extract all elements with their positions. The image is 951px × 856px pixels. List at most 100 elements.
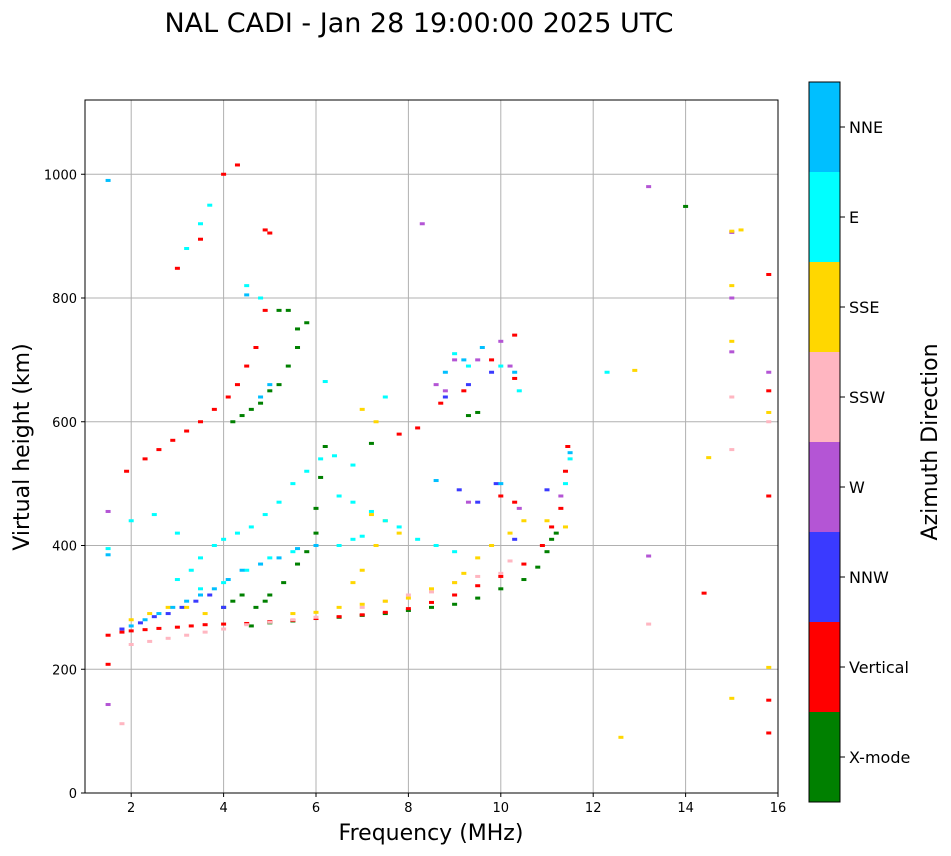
data-point xyxy=(290,612,296,616)
data-point xyxy=(646,622,652,626)
data-point xyxy=(498,339,504,343)
y-tick-label: 200 xyxy=(52,663,77,678)
data-point xyxy=(766,389,772,393)
x-tick-label: 14 xyxy=(677,801,694,816)
data-point xyxy=(405,608,411,612)
data-point xyxy=(119,630,125,634)
data-point xyxy=(295,327,301,331)
data-point xyxy=(567,457,573,461)
series-x-mode xyxy=(221,204,689,628)
data-point xyxy=(336,544,342,547)
data-point xyxy=(452,550,458,554)
colorbar-tick-label: W xyxy=(849,478,865,497)
data-point xyxy=(211,407,217,411)
data-point xyxy=(225,395,231,399)
data-point xyxy=(498,494,504,498)
data-point xyxy=(137,621,143,625)
data-point xyxy=(105,509,111,513)
data-point xyxy=(729,448,735,452)
data-point xyxy=(567,451,573,455)
data-point xyxy=(521,562,527,566)
data-point xyxy=(267,620,273,624)
data-point xyxy=(429,605,434,609)
data-point xyxy=(248,624,254,628)
data-point xyxy=(174,531,180,535)
data-point xyxy=(119,627,125,631)
data-point xyxy=(452,358,458,362)
data-point xyxy=(239,593,245,597)
data-point xyxy=(461,358,467,362)
data-point xyxy=(516,506,522,510)
data-point xyxy=(128,624,134,628)
data-point xyxy=(142,618,148,622)
data-point xyxy=(475,556,481,560)
data-point xyxy=(419,222,425,226)
data-point xyxy=(368,509,374,513)
data-point xyxy=(262,513,268,517)
data-point xyxy=(507,559,513,563)
data-point xyxy=(350,500,356,504)
data-point xyxy=(498,571,504,575)
data-point xyxy=(433,479,439,483)
data-point xyxy=(119,722,125,726)
data-point xyxy=(512,370,518,374)
data-point xyxy=(350,463,356,467)
data-point xyxy=(544,519,550,523)
data-point xyxy=(359,407,365,411)
x-tick-label: 10 xyxy=(493,801,510,816)
data-point xyxy=(729,395,735,399)
data-point xyxy=(498,364,504,368)
data-point xyxy=(262,228,268,232)
data-point xyxy=(336,615,342,619)
colorbar-tick-label: NNW xyxy=(849,568,889,587)
data-point xyxy=(507,364,513,368)
data-point xyxy=(198,420,203,424)
data-point xyxy=(396,531,402,535)
data-point xyxy=(174,625,180,629)
data-point xyxy=(105,633,111,637)
data-point xyxy=(211,544,217,547)
data-point xyxy=(322,445,328,448)
data-point xyxy=(304,550,310,554)
data-point xyxy=(230,599,236,603)
data-point xyxy=(521,578,527,582)
data-point xyxy=(258,296,264,300)
data-point xyxy=(452,581,458,585)
data-point xyxy=(729,350,735,354)
data-point xyxy=(359,602,365,606)
colorbar-swatch xyxy=(809,712,840,802)
y-axis-ticks: 0 200 400 600 800 1000 xyxy=(44,168,85,802)
data-point xyxy=(188,624,194,628)
data-point xyxy=(253,605,259,609)
data-point xyxy=(262,308,268,312)
x-tick-label: 12 xyxy=(585,801,602,816)
x-tick-label: 8 xyxy=(404,801,412,816)
data-point xyxy=(562,469,568,473)
data-point xyxy=(498,587,504,591)
data-point xyxy=(105,703,111,707)
data-point xyxy=(429,600,434,604)
data-point xyxy=(456,488,462,492)
data-point xyxy=(766,370,772,374)
data-point xyxy=(267,389,273,393)
data-point xyxy=(539,544,545,547)
data-point xyxy=(405,593,411,597)
data-point xyxy=(766,272,772,276)
data-point xyxy=(253,346,259,349)
data-points xyxy=(105,163,772,739)
data-point xyxy=(465,500,471,504)
data-point xyxy=(405,596,411,600)
data-point xyxy=(267,556,273,560)
data-point xyxy=(382,519,388,523)
data-point xyxy=(766,494,772,498)
data-point xyxy=(729,339,735,343)
data-point xyxy=(295,346,301,349)
data-point xyxy=(313,615,319,619)
data-point xyxy=(128,643,134,646)
data-point xyxy=(433,544,439,547)
data-point xyxy=(295,562,301,566)
data-point xyxy=(368,513,374,517)
data-point xyxy=(267,231,273,235)
data-point xyxy=(359,534,365,538)
y-tick-label: 800 xyxy=(52,292,77,307)
